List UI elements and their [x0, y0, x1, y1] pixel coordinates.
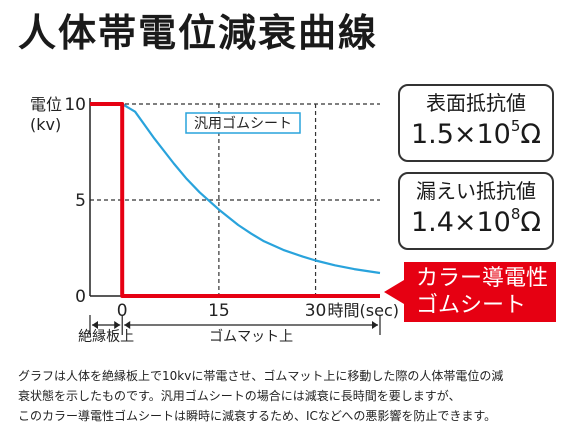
conductive-sheet-callout: カラー導電性 ゴムシート — [404, 262, 556, 322]
y-tick-label: 10 — [64, 95, 86, 115]
description: グラフは人体を絶縁板上で10kvに帯電させ、ゴムマット上に移動した際の人体帯電位… — [18, 366, 574, 426]
leakage-resistance-box: 漏えい抵抗値 1.4×108Ω — [398, 172, 554, 250]
region-label: ゴムマット上 — [209, 328, 293, 345]
callout-pointer — [384, 280, 404, 304]
series-label-box — [185, 112, 301, 134]
description-line-1: グラフは人体を絶縁板上で10kvに帯電させ、ゴムマット上に移動した際の人体帯電位… — [18, 369, 504, 383]
region-label: 絶縁板上 — [78, 329, 134, 345]
leakage-resistance-label: 漏えい抵抗値 — [416, 179, 536, 203]
x-tick-label: 0 — [117, 301, 128, 321]
surface-resistance-box: 表面抵抗値 1.5×105Ω — [398, 84, 554, 162]
region-arrow-right — [372, 321, 378, 329]
x-tick-label: 15 — [208, 301, 230, 321]
y-axis-label: 電位 — [30, 95, 62, 114]
leakage-resistance-mantissa: 1.4×10 — [410, 207, 511, 238]
leakage-resistance-value: 1.4×108Ω — [400, 206, 552, 238]
leakage-resistance-unit: Ω — [520, 207, 542, 238]
surface-resistance-unit: Ω — [520, 119, 542, 150]
callout-line-1: カラー導電性 — [416, 266, 549, 291]
x-axis-label: 時間(sec) — [328, 301, 399, 320]
leakage-resistance-exponent: 8 — [510, 205, 521, 223]
region-arrow-left — [124, 321, 131, 329]
surface-resistance-label: 表面抵抗値 — [426, 91, 526, 115]
region-arrow-left — [92, 321, 98, 329]
callout-line-2: ゴムシート — [416, 293, 527, 318]
y-tick-label: 5 — [75, 191, 86, 211]
region-arrow-right — [114, 321, 121, 329]
page-title: 人体帯電位減衰曲線 — [18, 11, 379, 55]
y-axis-unit: (kv) — [30, 115, 61, 134]
series-line-general — [121, 103, 381, 275]
description-line-2: 衰状態を示したものです。汎用ゴムシートの場合には減衰に長時間を要しますが、 — [18, 389, 461, 403]
surface-resistance-exponent: 5 — [510, 117, 521, 135]
surface-resistance-value: 1.5×105Ω — [400, 118, 552, 150]
series-label-general: 汎用ゴムシート — [194, 115, 292, 132]
description-line-3: このカラー導電性ゴムシートは瞬時に減衰するため、ICなどへの悪影響を防止できます… — [18, 409, 497, 423]
x-tick-label: 30 — [305, 301, 327, 321]
y-tick-label: 0 — [75, 287, 86, 307]
series-line-conductive — [90, 102, 380, 298]
surface-resistance-mantissa: 1.5×10 — [410, 119, 511, 150]
